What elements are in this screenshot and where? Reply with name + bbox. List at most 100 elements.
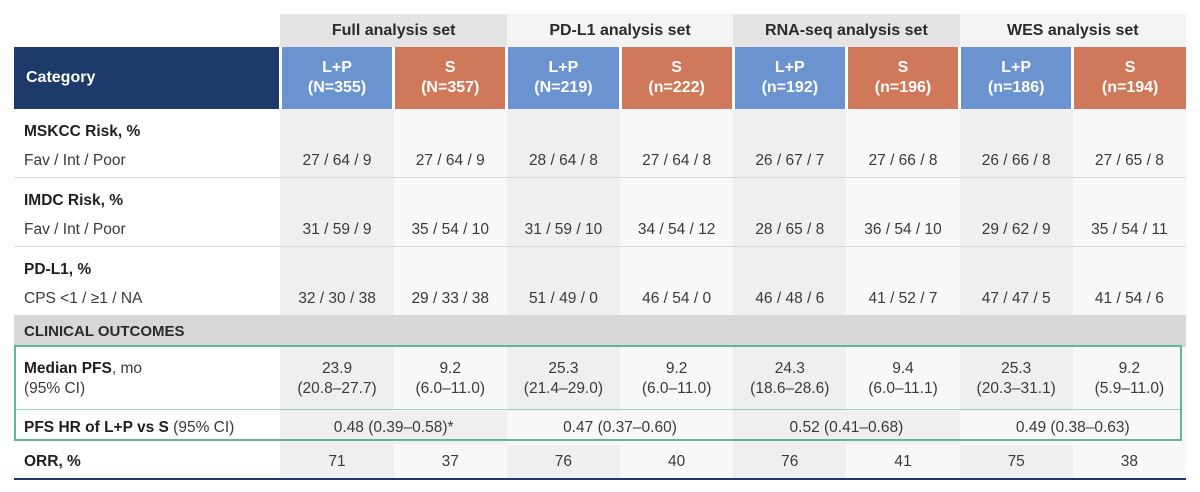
table-cell: 27 / 66 / 8 (846, 144, 960, 178)
pfs-ci: (5.9–11.0) (1094, 380, 1165, 397)
table-row: Fav / Int / Poor 27 / 64 / 9 27 / 64 / 9… (14, 144, 1186, 178)
table-cell: 31 / 59 / 9 (280, 213, 394, 247)
table-cell: 31 / 59 / 10 (506, 213, 621, 247)
arm-header-row: Category L+P (N=355) S (N=357) L+P (N=219) … (14, 47, 1186, 109)
orr-label: ORR, % (14, 445, 281, 480)
arm-n: (N=219) (534, 79, 593, 96)
arm-name: L+P (548, 59, 579, 76)
arm-n: (n=222) (648, 79, 705, 96)
arm-n: (n=186) (987, 79, 1045, 96)
pfs-hr-pdl1: 0.47 (0.37–0.60) (506, 411, 734, 445)
median-pfs-label-unit: , mo (111, 360, 143, 377)
orr-cell: 40 (620, 445, 734, 480)
median-pfs-label-bold: Median PFS (24, 360, 112, 377)
table-row: CPS <1 / ≥1 / NA 32 / 30 / 38 29 / 33 / … (14, 282, 1186, 315)
arm-n: (n=194) (1101, 79, 1159, 96)
pfs-cell: 25.3 (21.4–29.0) (506, 347, 621, 411)
table-cell: 28 / 65 / 8 (733, 213, 847, 247)
pfs-highlight-divider (16, 409, 1180, 410)
analysis-set-header-row: Full analysis set PD-L1 analysis set RNA… (14, 14, 1186, 47)
table-cell: 41 / 52 / 7 (846, 282, 960, 315)
category-header: Category (14, 47, 282, 109)
orr-cell: 41 (846, 445, 960, 480)
baseline-outcomes-table: Full analysis set PD-L1 analysis set RNA… (14, 14, 1186, 480)
table-cell: 27 / 64 / 9 (393, 144, 507, 178)
pfs-hr-full: 0.48 (0.39–0.58)* (280, 411, 507, 445)
pfs-cell: 24.3 (18.6–28.6) (733, 347, 847, 411)
group-full-analysis-set: Full analysis set (280, 14, 507, 47)
pfs-hr-rnaseq: 0.52 (0.41–0.68) (733, 411, 960, 445)
median-pfs-row: Median PFS, mo (95% CI) 23.9 (20.8–27.7) 9… (14, 347, 1186, 411)
orr-row: ORR, % 71 37 76 40 76 41 75 38 (14, 445, 1186, 480)
pfs-ci: (6.0–11.0) (415, 380, 485, 397)
pfs-ci: (6.0–11.0) (641, 380, 712, 397)
mskcc-risk-title: MSKCC Risk, % (24, 123, 141, 140)
arm-name: S (671, 59, 682, 76)
clinical-outcomes-heading: CLINICAL OUTCOMES (14, 315, 1186, 347)
orr-cell: 38 (1072, 445, 1186, 480)
table-cell: 35 / 54 / 10 (393, 213, 507, 247)
pfs-hr-label-bold: PFS HR of L+P vs S (24, 419, 169, 436)
pfs-ci: (20.3–31.1) (976, 380, 1056, 397)
pfs-cell: 25.3 (20.3–31.1) (959, 347, 1073, 411)
arm-name: L+P (1001, 59, 1032, 76)
table-row: Fav / Int / Poor 31 / 59 / 9 35 / 54 / 1… (14, 213, 1186, 247)
imdc-risk-title: IMDC Risk, % (24, 192, 124, 209)
arm-name: S (897, 59, 909, 76)
table-cell: 26 / 67 / 7 (733, 144, 847, 178)
table-cell: 47 / 47 / 5 (959, 282, 1073, 315)
arm-header: L+P (n=192) (733, 47, 848, 109)
orr-cell: 71 (280, 445, 394, 480)
table-cell: 35 / 54 / 11 (1072, 213, 1186, 247)
arm-n: (n=196) (874, 79, 932, 96)
row-label: Fav / Int / Poor (14, 144, 281, 178)
pfs-cell: 23.9 (20.8–27.7) (280, 347, 394, 411)
table-cell: 46 / 54 / 0 (620, 282, 734, 315)
row-label: Fav / Int / Poor (14, 213, 281, 247)
pfs-hr-wes: 0.49 (0.38–0.63) (959, 411, 1186, 445)
group-wes-analysis-set: WES analysis set (959, 14, 1186, 47)
table-cell: 26 / 66 / 8 (959, 144, 1073, 178)
arm-header: S (n=222) (620, 47, 735, 109)
arm-name: L+P (774, 59, 805, 76)
table-cell: 51 / 49 / 0 (506, 282, 621, 315)
orr-cell: 75 (959, 445, 1073, 480)
pfs-median: 9.2 (439, 360, 461, 377)
group-pdl1-analysis-set: PD-L1 analysis set (506, 14, 734, 47)
arm-header: S (N=357) (393, 47, 509, 109)
orr-cell: 76 (506, 445, 621, 480)
mskcc-title-row: MSKCC Risk, % (14, 109, 1186, 144)
table-cell: 41 / 54 / 6 (1072, 282, 1186, 315)
pfs-hr-label: PFS HR of L+P vs S (95% CI) (14, 411, 280, 445)
table-cell: 27 / 65 / 8 (1072, 144, 1186, 178)
table-cell: 28 / 64 / 8 (506, 144, 621, 178)
arm-header: L+P (N=355) (280, 47, 396, 109)
pfs-cell: 9.4 (6.0–11.1) (846, 347, 960, 411)
median-pfs-label: Median PFS, mo (95% CI) (14, 347, 280, 411)
group-rnaseq-analysis-set: RNA-seq analysis set (733, 14, 960, 47)
pfs-hr-label-ci: (95% CI) (168, 419, 235, 436)
arm-name: S (444, 59, 456, 76)
arm-header: S (n=196) (846, 47, 962, 109)
orr-cell: 76 (733, 445, 847, 480)
median-pfs-label-ci: (95% CI) (24, 380, 86, 397)
pfs-cell: 9.2 (6.0–11.0) (620, 347, 734, 411)
arm-name: L+P (322, 59, 352, 76)
arm-header: L+P (n=186) (959, 47, 1075, 109)
table-cell: 36 / 54 / 10 (846, 213, 960, 247)
pfs-median: 25.3 (548, 360, 579, 377)
table-cell: 32 / 30 / 38 (280, 282, 394, 315)
arm-n: (n=192) (761, 79, 819, 96)
pdl1-title: PD-L1, % (24, 261, 92, 278)
pfs-ci: (18.6–28.6) (750, 380, 830, 397)
pfs-median: 9.2 (665, 360, 688, 377)
table-cell: 29 / 33 / 38 (393, 282, 507, 315)
pfs-median: 9.4 (892, 360, 914, 377)
arm-header: L+P (N=219) (506, 47, 622, 109)
pfs-hr-row: PFS HR of L+P vs S (95% CI) 0.48 (0.39–0… (14, 411, 1186, 445)
orr-cell: 37 (393, 445, 507, 480)
table-cell: 46 / 48 / 6 (733, 282, 847, 315)
clinical-outcomes-row: CLINICAL OUTCOMES (14, 315, 1186, 347)
pfs-cell: 9.2 (6.0–11.0) (393, 347, 507, 411)
